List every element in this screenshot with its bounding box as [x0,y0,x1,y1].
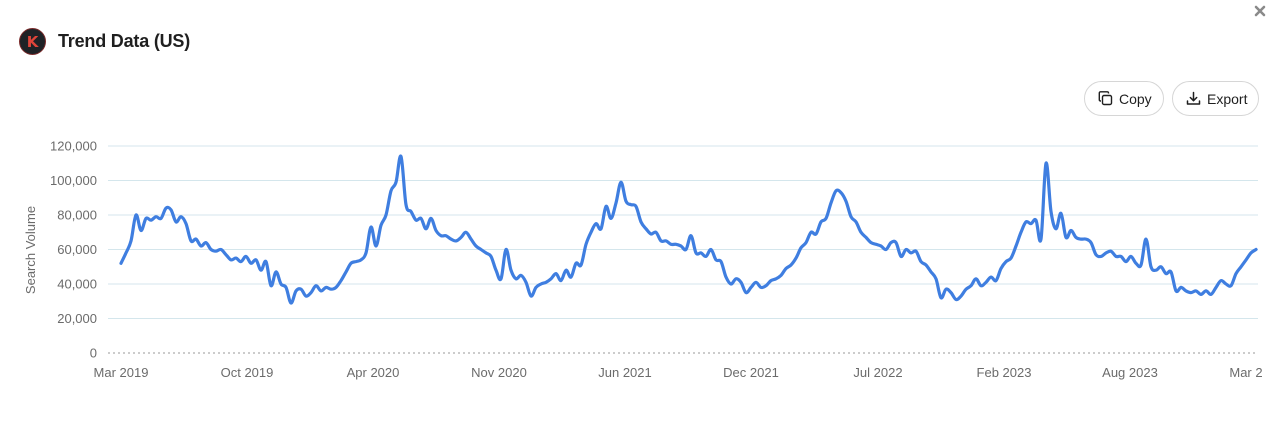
x-tick-label: Jun 2021 [598,365,652,380]
export-button-label: Export [1207,90,1248,107]
x-tick-label: Apr 2020 [347,365,400,380]
y-axis-ticks: 0 20,000 40,000 60,000 80,000 100,000 120,000 [50,139,97,361]
download-icon [1186,91,1201,106]
y-tick-label: 60,000 [57,242,97,257]
y-tick-label: 120,000 [50,139,97,154]
card-header: K Trend Data (US) [19,28,190,55]
x-tick-label: Mar 2019 [94,365,149,380]
logo-letter: K [26,32,39,51]
series-line [119,154,1258,305]
close-icon [1254,4,1266,22]
x-tick-label: Aug 2023 [1102,365,1158,380]
x-axis-ticks: Mar 2019 Oct 2019 Apr 2020 Nov 2020 Jun 2021… [94,365,1263,380]
x-tick-label: Oct 2019 [221,365,274,380]
x-tick-label: Jul 2022 [853,365,902,380]
y-tick-label: 40,000 [57,277,97,292]
copy-button-label: Copy [1119,90,1152,107]
export-button[interactable]: Export [1172,81,1259,116]
x-tick-label: Mar 2 [1229,365,1262,380]
y-tick-label: 20,000 [57,311,97,326]
x-tick-label: Nov 2020 [471,365,527,380]
page-title: Trend Data (US) [58,31,191,51]
y-tick-label: 0 [90,346,97,361]
close-button[interactable] [1252,5,1268,21]
y-axis-label: Search Volume [23,206,38,294]
copy-button[interactable]: Copy [1084,81,1164,116]
y-tick-label: 80,000 [57,208,97,223]
x-tick-label: Dec 2021 [723,365,779,380]
app-logo: K [19,28,46,55]
x-tick-label: Feb 2023 [977,365,1032,380]
y-tick-label: 100,000 [50,173,97,188]
copy-icon [1098,91,1113,106]
